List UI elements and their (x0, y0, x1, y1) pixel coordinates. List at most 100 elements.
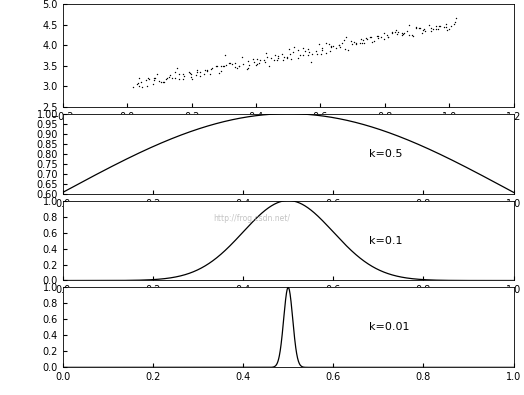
Point (151, 75, 159, 81)
Point (208, 65, 216, 71)
Point (212, 62, 220, 69)
Point (186, 70, 194, 76)
Point (231, 64, 239, 70)
Point (313, 51, 322, 57)
Point (304, 49, 313, 55)
Point (269, 57, 278, 64)
Point (175, 71, 183, 77)
Point (224, 60, 233, 66)
Point (266, 55, 275, 61)
Point (335, 42, 343, 49)
Point (416, 25, 424, 31)
Point (244, 61, 253, 68)
Point (440, 24, 448, 30)
Point (411, 24, 420, 30)
Point (203, 68, 212, 74)
Point (344, 47, 353, 53)
Point (134, 80, 142, 87)
Point (188, 75, 196, 82)
Point (398, 32, 406, 38)
Point (222, 62, 230, 69)
Point (338, 40, 346, 46)
Point (143, 83, 151, 89)
Point (350, 39, 358, 45)
Point (348, 41, 356, 47)
Point (411, 25, 420, 32)
Point (388, 30, 396, 36)
Point (171, 75, 179, 81)
Point (326, 44, 335, 50)
Text: k=0.5: k=0.5 (369, 149, 403, 159)
Point (271, 52, 279, 58)
Point (405, 22, 413, 28)
Point (363, 36, 371, 43)
Point (316, 51, 325, 57)
Point (184, 69, 193, 75)
Point (303, 46, 312, 52)
Point (285, 46, 293, 53)
Point (205, 71, 214, 77)
Point (360, 40, 368, 46)
Point (408, 32, 416, 38)
Point (135, 83, 143, 90)
Point (312, 48, 321, 54)
Point (200, 67, 209, 73)
Point (405, 32, 413, 38)
Point (394, 31, 402, 38)
Point (171, 69, 179, 75)
Point (187, 71, 195, 77)
Point (180, 73, 188, 79)
Point (226, 60, 235, 66)
Point (408, 32, 417, 39)
Point (451, 19, 460, 26)
Point (452, 15, 461, 21)
Point (352, 41, 360, 47)
Point (444, 26, 453, 32)
Point (238, 53, 246, 60)
Text: http://frog.csdn.net/: http://frog.csdn.net/ (214, 214, 291, 223)
Point (221, 52, 229, 58)
Point (133, 81, 141, 87)
Point (219, 63, 227, 70)
Point (265, 62, 273, 69)
Point (390, 29, 399, 36)
Point (157, 79, 166, 85)
Point (243, 66, 251, 73)
Point (160, 79, 168, 85)
Point (193, 69, 201, 75)
Point (215, 70, 223, 76)
Point (340, 36, 348, 43)
Point (450, 21, 458, 28)
Point (373, 33, 381, 40)
Point (362, 34, 370, 41)
Point (332, 45, 340, 51)
Point (253, 56, 261, 62)
Point (326, 47, 335, 54)
Point (356, 40, 364, 46)
Point (392, 27, 400, 34)
Point (314, 41, 323, 47)
Point (243, 65, 252, 71)
Point (427, 25, 435, 32)
Point (322, 50, 331, 56)
Point (367, 39, 376, 45)
Point (370, 38, 378, 44)
Point (418, 30, 426, 36)
Point (250, 58, 258, 65)
Text: k=0.01: k=0.01 (369, 322, 410, 332)
Point (329, 43, 337, 49)
Point (334, 42, 343, 49)
Point (252, 62, 260, 68)
Point (377, 34, 385, 40)
Point (294, 55, 302, 62)
Point (158, 79, 167, 86)
Point (397, 29, 406, 36)
Point (431, 23, 440, 29)
Point (399, 31, 407, 37)
Point (162, 74, 171, 81)
Point (196, 68, 204, 75)
Point (279, 57, 288, 64)
Point (286, 51, 294, 57)
Point (142, 77, 150, 84)
Point (374, 35, 383, 41)
